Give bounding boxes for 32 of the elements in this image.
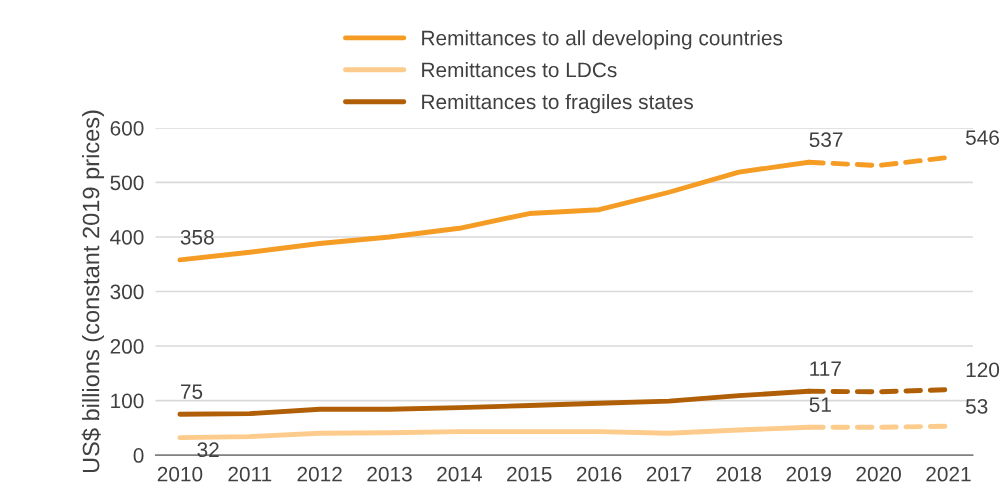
data-label: 546	[965, 130, 999, 145]
x-tick-label: 2010	[157, 466, 203, 482]
data-label: 51	[809, 397, 831, 413]
y-tick-label: 400	[110, 229, 144, 245]
x-tick-label: 2016	[577, 466, 622, 482]
data-label: 75	[180, 384, 203, 399]
data-label: 117	[810, 361, 841, 376]
data-label: 537	[809, 132, 843, 148]
x-tick-label: 2018	[716, 466, 762, 482]
x-tick-label: 2014	[437, 466, 482, 482]
legend-label: Remittances to all developing countries	[422, 30, 783, 50]
x-tick-label: 2013	[367, 466, 412, 482]
x-tick-label: 2015	[507, 466, 552, 482]
x-tick-label: 2017	[646, 466, 692, 482]
x-tick-label: 2011	[228, 466, 272, 482]
y-tick-label: 500	[110, 175, 144, 191]
y-tick-label: 200	[110, 339, 144, 354]
y-tick-label: 300	[110, 284, 144, 300]
data-label: 32	[197, 442, 219, 458]
y-tick-label: 100	[111, 393, 144, 409]
data-label: 120	[966, 362, 1000, 378]
x-tick-label: 2012	[297, 466, 342, 482]
legend-label: Remittances to LDCs	[422, 62, 617, 78]
y-axis-title: US$ billions (constant 2019 prices)	[81, 110, 105, 473]
x-tick-label: 2021	[926, 466, 971, 482]
data-label: 358	[180, 229, 214, 245]
x-tick-label: 2019	[786, 466, 831, 482]
y-tick-label: 600	[110, 120, 144, 136]
y-tick-label: 0	[133, 448, 144, 463]
legend-label: Remittances to fragiles states	[422, 93, 693, 114]
data-label: 53	[965, 399, 988, 414]
x-tick-label: 2020	[856, 466, 901, 482]
